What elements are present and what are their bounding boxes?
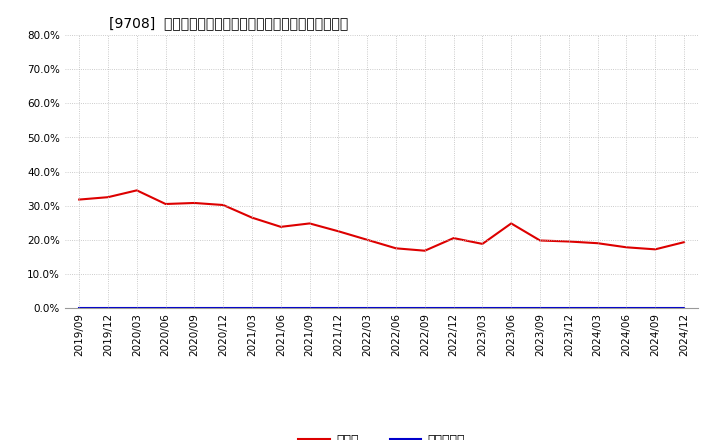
現頑金 [593,241,602,246]
現頑金 [190,200,199,205]
有利子負債 [536,305,544,311]
Text: [9708]  現頑金、有利子負債の総資産に対する比率の推移: [9708] 現頑金、有利子負債の総資産に対する比率の推移 [109,16,348,30]
現頑金 [507,221,516,226]
有利子負債 [593,305,602,311]
有利子負債 [305,305,314,311]
現頑金 [305,221,314,226]
現頑金 [392,246,400,251]
現頑金 [420,248,429,253]
有利子負債 [190,305,199,311]
現頑金 [219,202,228,208]
有利子負債 [680,305,688,311]
有利子負債 [564,305,573,311]
現頑金 [622,245,631,250]
有利子負債 [219,305,228,311]
有利子負債 [161,305,170,311]
現頑金 [276,224,285,230]
有利子負債 [276,305,285,311]
現頑金 [478,241,487,246]
現頑金 [75,197,84,202]
現頑金 [363,237,372,242]
現頑金 [564,239,573,244]
現頑金 [104,194,112,200]
現頑金 [161,202,170,207]
有利子負債 [248,305,256,311]
有利子負債 [420,305,429,311]
Line: 現頑金: 現頑金 [79,191,684,251]
有利子負債 [75,305,84,311]
現頑金 [132,188,141,193]
有利子負債 [507,305,516,311]
現頑金 [248,215,256,220]
有利子負債 [449,305,458,311]
現頑金 [680,239,688,245]
現頑金 [449,235,458,241]
現頑金 [334,229,343,234]
現頑金 [536,238,544,243]
有利子負債 [622,305,631,311]
有利子負債 [651,305,660,311]
有利子負債 [104,305,112,311]
有利子負債 [334,305,343,311]
有利子負債 [392,305,400,311]
現頑金 [651,247,660,252]
有利子負債 [363,305,372,311]
Legend: 現頑金, 有利子負債: 現頑金, 有利子負債 [294,429,469,440]
有利子負債 [478,305,487,311]
有利子負債 [132,305,141,311]
